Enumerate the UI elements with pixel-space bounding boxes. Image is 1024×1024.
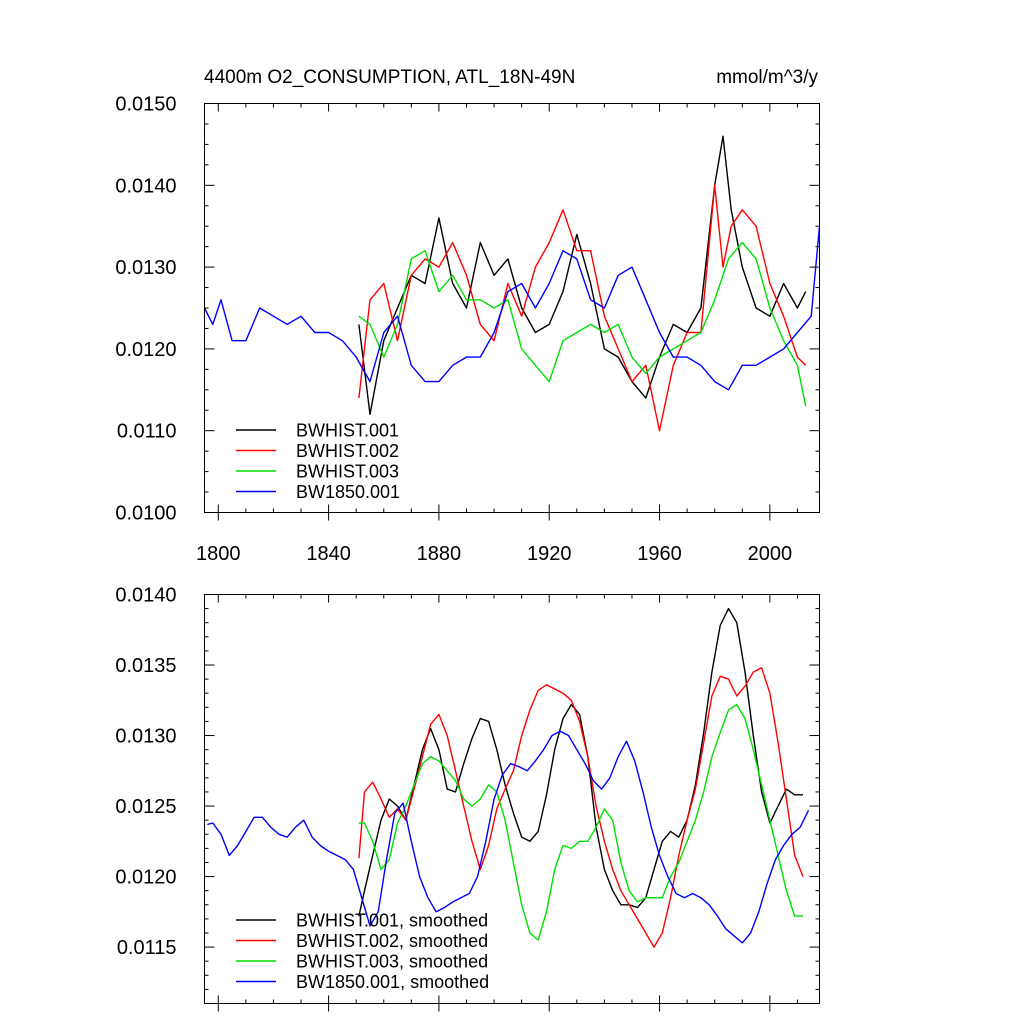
x-tick-label: 1800 — [196, 543, 241, 565]
bottom-axis-ticks: 0.0115 0.0120 0.0125 0.0130 0.0135 0.0140 — [115, 585, 820, 1012]
y-tick-label: 0.0140 — [115, 175, 176, 197]
legend-label: BWHIST.002 — [296, 441, 399, 461]
y-tick-label: 0.0135 — [115, 655, 176, 677]
bottom-panel: 0.0115 0.0120 0.0125 0.0130 0.0135 0.0140 BWH… — [115, 585, 820, 1012]
x-tick-label: 1920 — [527, 543, 572, 565]
top-series-group — [203, 135, 821, 432]
legend-label: BWHIST.001, smoothed — [296, 911, 488, 931]
series-line-bwhist-002-smoothed — [358, 667, 804, 948]
top-panel-title: 4400m O2_CONSUMPTION, ATL_18N-49N — [204, 67, 575, 88]
y-tick-label: 0.0150 — [115, 94, 176, 116]
legend-label: BWHIST.002, smoothed — [296, 931, 488, 951]
y-tick-label: 0.0120 — [115, 867, 176, 889]
y-tick-label: 0.0120 — [115, 339, 176, 361]
y-tick-label: 0.0130 — [115, 257, 176, 279]
y-tick-label: 0.0100 — [115, 503, 176, 525]
x-tick-label: 1840 — [306, 543, 351, 565]
top-panel-units: mmol/m^3/y — [716, 67, 818, 88]
series-line-bwhist-003 — [358, 241, 807, 407]
series-line-bwhist-001-smoothed — [358, 607, 803, 917]
legend-label: BWHIST.003 — [296, 462, 399, 482]
bottom-plot-frame — [204, 594, 820, 1004]
series-line-bwhist-001 — [358, 135, 807, 415]
legend-label: BW1850.001 — [296, 482, 400, 502]
bottom-series-group — [207, 607, 810, 948]
series-line-bw1850-001-smoothed — [207, 730, 810, 944]
y-tick-label: 0.0130 — [115, 726, 176, 748]
series-line-bwhist-003-smoothed — [358, 703, 803, 941]
y-tick-label: 0.0125 — [115, 796, 176, 818]
top-panel: 4400m O2_CONSUMPTION, ATL_18N-49N mmol/m… — [115, 67, 821, 565]
x-tick-label: 1880 — [417, 543, 462, 565]
x-tick-label: 2000 — [748, 543, 793, 565]
x-tick-label: 1960 — [637, 543, 682, 565]
top-axis-ticks: 1800 1840 1880 1920 1960 2000 0.0100 0.0110 0.01… — [115, 94, 820, 565]
series-line-bw1850-001 — [203, 226, 821, 391]
top-plot-frame — [204, 103, 820, 513]
legend-label: BWHIST.001 — [296, 421, 399, 441]
y-tick-label: 0.0110 — [117, 421, 177, 443]
series-line-bwhist-002 — [358, 184, 807, 432]
legend-label: BW1850.001, smoothed — [296, 972, 489, 992]
y-tick-label: 0.0140 — [115, 585, 176, 607]
y-tick-label: 0.0115 — [117, 937, 177, 959]
legend-label: BWHIST.003, smoothed — [296, 952, 488, 972]
